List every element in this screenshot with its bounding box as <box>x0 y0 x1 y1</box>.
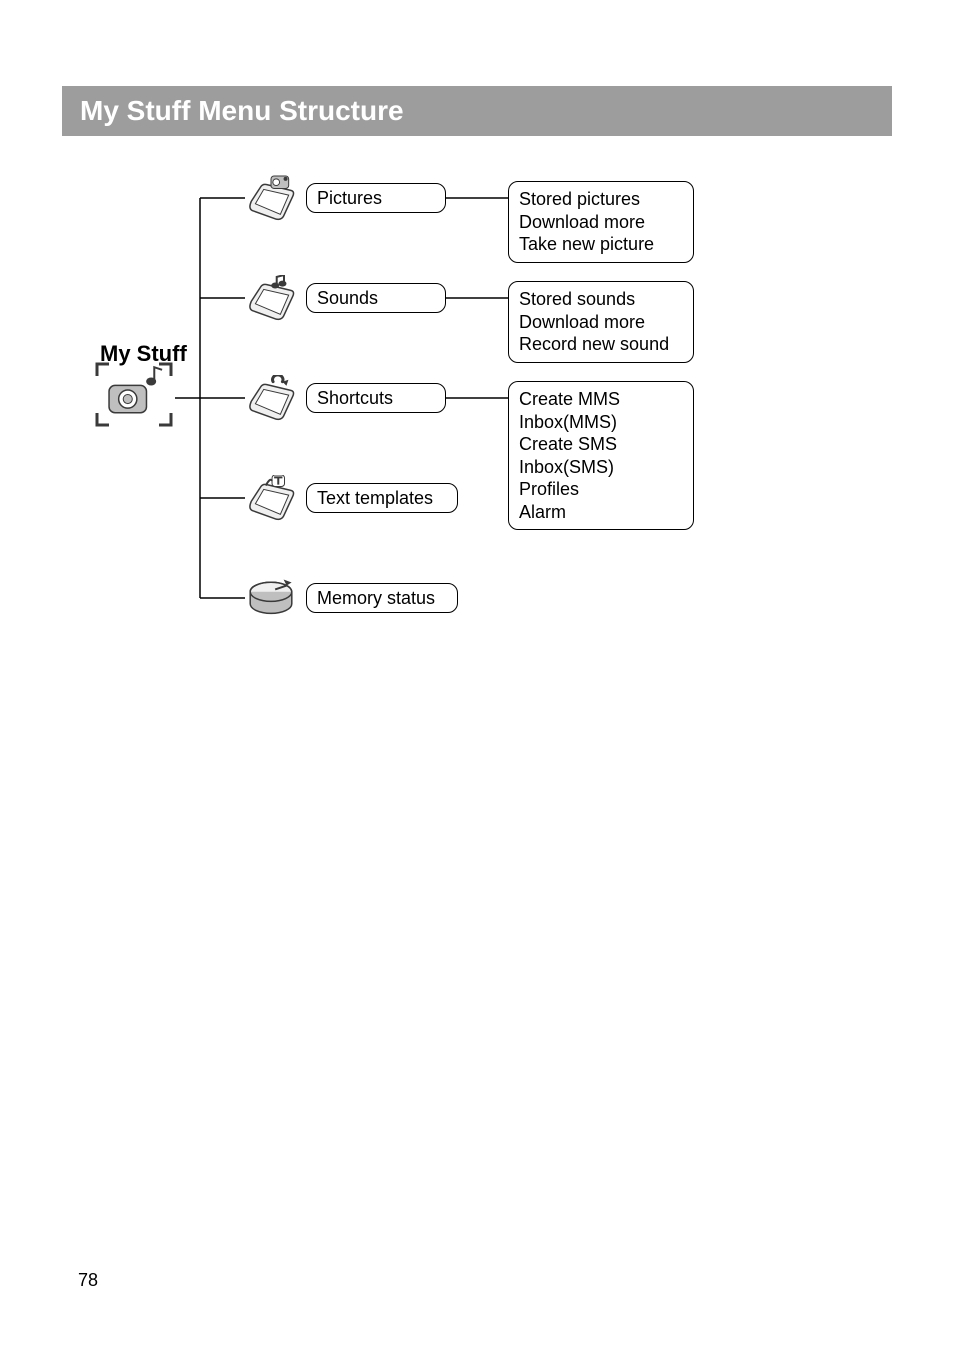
submenu-box: Stored picturesDownload moreTake new pic… <box>508 181 694 263</box>
menu-item-box: Pictures <box>306 183 446 213</box>
menu-item-box: Text templates <box>306 483 458 513</box>
music-icon <box>245 275 297 328</box>
submenu-item: Inbox(SMS) <box>519 456 683 479</box>
menu-item-box: Sounds <box>306 283 446 313</box>
page-number: 78 <box>78 1270 98 1291</box>
menu-item-label: Pictures <box>317 188 382 209</box>
submenu-item: Stored sounds <box>519 288 683 311</box>
menu-item-label: Sounds <box>317 288 378 309</box>
submenu-item: Inbox(MMS) <box>519 411 683 434</box>
submenu-item: Alarm <box>519 501 683 524</box>
menu-item-label: Shortcuts <box>317 388 393 409</box>
my-stuff-icon <box>95 362 173 432</box>
submenu-item: Take new picture <box>519 233 683 256</box>
menu-item-label: Memory status <box>317 588 435 609</box>
disk-icon <box>245 575 297 628</box>
camera-icon <box>245 175 297 228</box>
submenu-box: Stored soundsDownload moreRecord new sou… <box>508 281 694 363</box>
submenu-item: Create SMS <box>519 433 683 456</box>
menu-item-label: Text templates <box>317 488 433 509</box>
shortcut-icon <box>245 375 297 428</box>
connector-lines-svg <box>0 0 954 1351</box>
menu-item-box: Shortcuts <box>306 383 446 413</box>
diagram: My Stuff PicturesStored picturesDownload… <box>0 0 954 1351</box>
submenu-item: Download more <box>519 211 683 234</box>
text-icon <box>245 475 297 528</box>
submenu-item: Create MMS <box>519 388 683 411</box>
submenu-item: Record new sound <box>519 333 683 356</box>
menu-item-box: Memory status <box>306 583 458 613</box>
submenu-item: Profiles <box>519 478 683 501</box>
submenu-item: Download more <box>519 311 683 334</box>
submenu-item: Stored pictures <box>519 188 683 211</box>
submenu-box: Create MMSInbox(MMS)Create SMSInbox(SMS)… <box>508 381 694 530</box>
